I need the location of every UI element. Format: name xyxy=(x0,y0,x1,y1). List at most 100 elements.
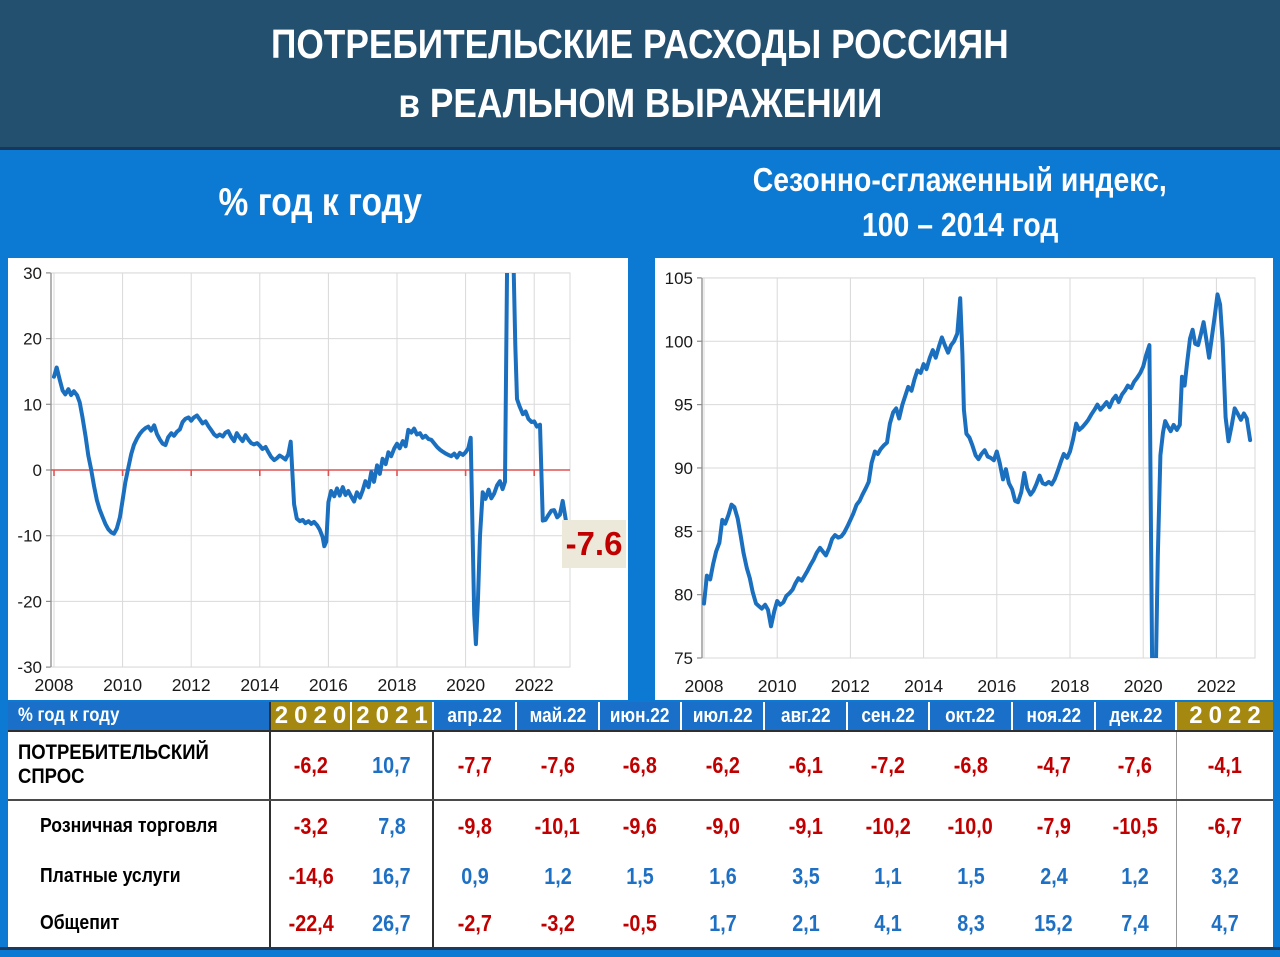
value-cell: -10,1 xyxy=(516,799,599,854)
page-title-line1: ПОТРЕБИТЕЛЬСКИЕ РАСХОДЫ РОССИЯН xyxy=(271,21,1009,68)
svg-text:2012: 2012 xyxy=(831,676,870,696)
svg-text:2018: 2018 xyxy=(378,675,417,695)
index-line-chart: 75 80 85 90 95 100 105 2008 2010 2012 2014 2016 2018… xyxy=(665,269,1256,696)
value-cell: 16,7 xyxy=(351,853,434,901)
column-header-2020: 2020 xyxy=(270,702,352,732)
table-header-row: % год к году 2020 2021 апр.22 май.22 июн.22 и… xyxy=(8,702,1273,732)
value-cell: 1,2 xyxy=(516,853,599,901)
value-cell: -10,5 xyxy=(1095,799,1177,854)
column-header-сен.22: сен.22 xyxy=(847,702,930,732)
chart-subtitle-band: % год к году Сезонно-сглаженный индекс, … xyxy=(0,150,1280,256)
value-cell: -4,1 xyxy=(1176,731,1273,801)
svg-text:-10: -10 xyxy=(17,527,42,546)
value-cell: -9,6 xyxy=(599,799,681,854)
row-label: Платные услуги xyxy=(8,853,271,901)
row-label: Общепит xyxy=(8,900,271,947)
column-header-2022: 2022 xyxy=(1176,702,1273,732)
value-cell: 1,2 xyxy=(1095,853,1177,901)
svg-text:2020: 2020 xyxy=(446,675,485,695)
table-row: Платные услуги -14,6 16,7 0,9 1,2 1,5 1,6 3,5 1,… xyxy=(8,853,1273,901)
value-cell: 3,2 xyxy=(1176,853,1273,901)
value-cell: 1,5 xyxy=(929,853,1012,901)
value-cell: 2,1 xyxy=(764,900,847,947)
svg-text:2012: 2012 xyxy=(172,675,211,695)
value-cell: -7,6 xyxy=(1095,731,1177,801)
svg-text:0: 0 xyxy=(33,461,42,480)
yoy-line-chart: -30 -20 -10 0 10 20 30 2008 2010 2012 2014 2016 2018… xyxy=(17,264,571,695)
value-cell: 10,7 xyxy=(351,731,434,801)
column-header-окт.22: окт.22 xyxy=(929,702,1013,732)
value-cell: -0,5 xyxy=(599,900,681,947)
series-line xyxy=(52,273,568,647)
charts-section: -30 -20 -10 0 10 20 30 2008 2010 2012 2014 2016 2018… xyxy=(0,256,1280,702)
value-cell: -3,2 xyxy=(516,900,599,947)
series-line xyxy=(702,292,1253,658)
svg-text:85: 85 xyxy=(674,522,693,541)
svg-text:10: 10 xyxy=(23,395,42,414)
value-cell: -10,2 xyxy=(847,799,929,854)
svg-text:80: 80 xyxy=(674,586,693,605)
table-header-label: % год к году xyxy=(8,702,271,732)
column-header-ноя.22: ноя.22 xyxy=(1012,702,1096,732)
value-cell: 4,7 xyxy=(1176,900,1273,947)
svg-text:90: 90 xyxy=(674,459,693,478)
index-chart-panel: 75 80 85 90 95 100 105 2008 2010 2012 2014 2016 2018… xyxy=(655,258,1273,700)
svg-text:2016: 2016 xyxy=(309,675,348,695)
column-header-май.22: май.22 xyxy=(516,702,600,732)
svg-text:-30: -30 xyxy=(17,658,42,677)
right-chart-title: Сезонно-сглаженный индекс, 100 – 2014 го… xyxy=(752,161,1168,243)
svg-text:2008: 2008 xyxy=(35,675,74,695)
svg-text:2018: 2018 xyxy=(1051,676,1090,696)
column-header-июл.22: июл.22 xyxy=(681,702,765,732)
value-cell: -22,4 xyxy=(270,900,351,947)
page-title: ПОТРЕБИТЕЛЬСКИЕ РАСХОДЫ РОССИЯН в РЕАЛЬН… xyxy=(0,0,1280,150)
svg-text:95: 95 xyxy=(674,396,693,415)
value-cell: -6,8 xyxy=(929,731,1012,801)
value-cell: -7,6 xyxy=(516,731,599,801)
value-cell: 4,1 xyxy=(847,900,929,947)
yoy-chart-panel: -30 -20 -10 0 10 20 30 2008 2010 2012 2014 2016 2018… xyxy=(8,258,628,700)
value-cell: 1,5 xyxy=(599,853,681,901)
svg-text:2020: 2020 xyxy=(1124,676,1163,696)
left-chart-title: % год к году xyxy=(218,181,422,224)
value-cell: -3,2 xyxy=(270,799,351,854)
value-cell: 7,8 xyxy=(351,799,434,854)
column-header-авг.22: авг.22 xyxy=(764,702,848,732)
value-cell: 1,7 xyxy=(681,900,764,947)
svg-text:75: 75 xyxy=(674,649,693,668)
data-table-wrap: % год к году 2020 2021 апр.22 май.22 июн.22 и… xyxy=(8,702,1273,947)
value-cell: -10,0 xyxy=(929,799,1012,854)
table-row: Розничная торговля -3,2 7,8 -9,8 -10,1 -9,6 -9… xyxy=(8,799,1273,854)
page-title-line2: в РЕАЛЬНОМ ВЫРАЖЕНИИ xyxy=(398,79,882,126)
value-cell: 1,6 xyxy=(681,853,764,901)
row-label: ПОТРЕБИТЕЛЬСКИЙ СПРОС xyxy=(8,731,271,801)
value-cell: -6,1 xyxy=(764,731,847,801)
data-table: % год к году 2020 2021 апр.22 май.22 июн.22 и… xyxy=(8,702,1273,947)
column-header-апр.22: апр.22 xyxy=(433,702,517,732)
svg-text:2010: 2010 xyxy=(103,675,142,695)
column-header-июн.22: июн.22 xyxy=(599,702,682,732)
table-row: Общепит -22,4 26,7 -2,7 -3,2 -0,5 1,7 2,1 4,1 8,3… xyxy=(8,900,1273,947)
column-header-2021: 2021 xyxy=(351,702,434,732)
value-cell: -7,7 xyxy=(433,731,516,801)
svg-text:2014: 2014 xyxy=(240,675,279,695)
value-cell: -7,9 xyxy=(1012,799,1095,854)
svg-text:2022: 2022 xyxy=(515,675,554,695)
value-cell: 1,1 xyxy=(847,853,929,901)
svg-text:100: 100 xyxy=(665,332,693,351)
svg-text:-20: -20 xyxy=(17,592,42,611)
value-cell: -9,0 xyxy=(681,799,764,854)
value-cell: -7,2 xyxy=(847,731,929,801)
value-cell: -6,7 xyxy=(1176,799,1273,854)
last-value-label: -7.6 xyxy=(562,520,626,568)
svg-text:105: 105 xyxy=(665,269,693,288)
value-cell: -9,8 xyxy=(433,799,516,854)
column-header-дек.22: дек.22 xyxy=(1095,702,1177,732)
svg-text:2010: 2010 xyxy=(758,676,797,696)
value-cell: -6,2 xyxy=(681,731,764,801)
value-cell: 0,9 xyxy=(433,853,516,901)
value-cell: -2,7 xyxy=(433,900,516,947)
value-cell: -9,1 xyxy=(764,799,847,854)
svg-text:2022: 2022 xyxy=(1197,676,1236,696)
value-cell: 26,7 xyxy=(351,900,434,947)
